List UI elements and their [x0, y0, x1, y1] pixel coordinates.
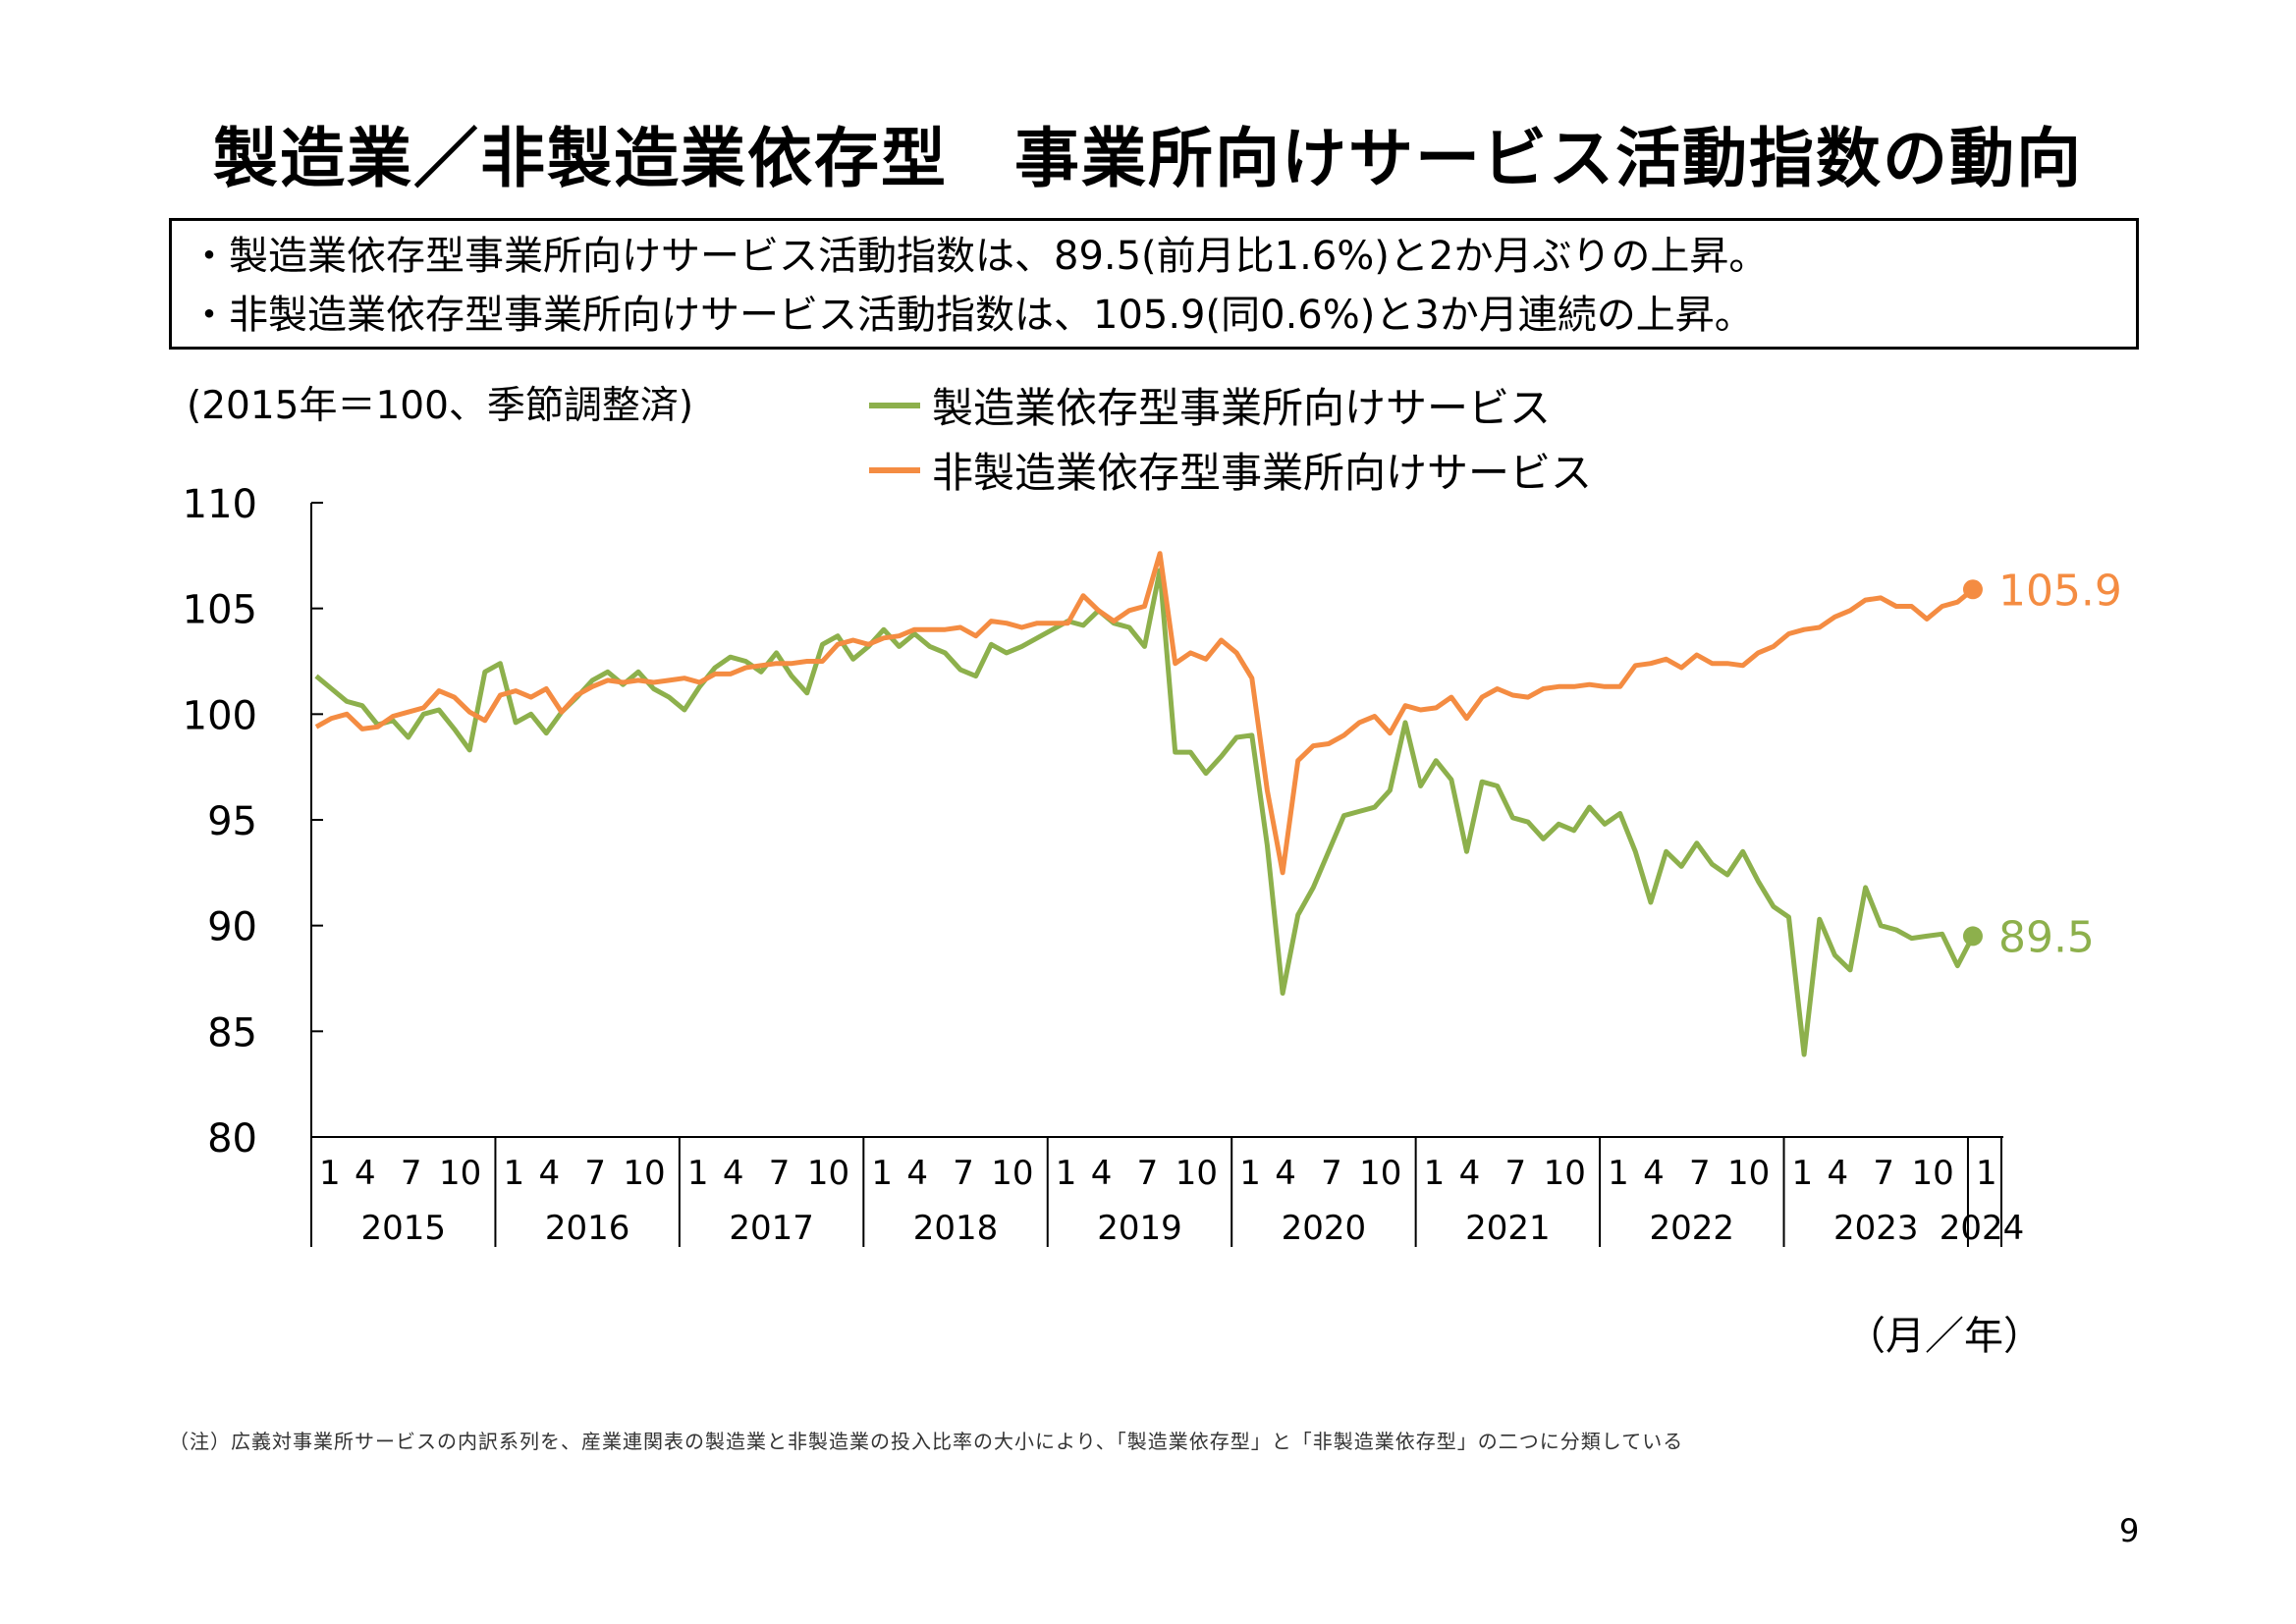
year-label-2017: 2017	[729, 1209, 814, 1248]
month-label-2019-7: 7	[1137, 1154, 1159, 1193]
month-label-2019-1: 1	[1056, 1154, 1077, 1193]
legend-item-non-manufacturing: 非製造業依存型事業所向けサービス	[869, 440, 1592, 500]
month-label-2024-1: 1	[1976, 1154, 1997, 1193]
year-label-2023: 2023	[1833, 1209, 1919, 1248]
legend-label-non-manufacturing: 非製造業依存型事業所向けサービス	[932, 449, 1593, 497]
year-label-2019: 2019	[1097, 1209, 1182, 1248]
series-end-marker-0	[1962, 926, 1983, 947]
series-end-label-1: 105.9	[1998, 566, 2122, 616]
page-number: 9	[2119, 1512, 2140, 1549]
series-end-label-0: 89.5	[1998, 912, 2095, 962]
year-label-2020: 2020	[1282, 1209, 1367, 1248]
month-label-2019-4: 4	[1091, 1154, 1113, 1193]
month-label-2018-10: 10	[991, 1154, 1033, 1193]
month-label-2022-10: 10	[1727, 1154, 1770, 1193]
month-label-2019-10: 10	[1175, 1154, 1218, 1193]
legend-swatch-manufacturing	[869, 402, 920, 408]
month-label-2022-1: 1	[1608, 1154, 1629, 1193]
month-label-2017-4: 4	[723, 1154, 744, 1193]
unit-note: (2015年＝100、季節調整済)	[187, 384, 694, 428]
month-label-2017-10: 10	[807, 1154, 849, 1193]
series-end-marker-1	[1962, 579, 1983, 600]
month-label-2021-1: 1	[1424, 1154, 1446, 1193]
month-label-2015-4: 4	[355, 1154, 376, 1193]
month-label-2021-7: 7	[1505, 1154, 1527, 1193]
month-label-2023-7: 7	[1873, 1154, 1894, 1193]
y-tick-label-105: 105	[183, 588, 257, 633]
month-label-2015-7: 7	[401, 1154, 422, 1193]
month-label-2018-7: 7	[953, 1154, 974, 1193]
series-line-0	[314, 568, 1976, 1057]
month-label-2016-4: 4	[538, 1154, 560, 1193]
y-tick-label-80: 80	[207, 1116, 257, 1162]
month-label-2022-7: 7	[1689, 1154, 1711, 1193]
year-label-2015: 2015	[360, 1209, 446, 1248]
month-label-2020-7: 7	[1321, 1154, 1342, 1193]
month-label-2023-10: 10	[1911, 1154, 1953, 1193]
y-tick-label-85: 85	[207, 1010, 257, 1056]
legend-swatch-non-manufacturing	[869, 466, 920, 473]
y-tick-label-100: 100	[183, 693, 257, 738]
x-axis-unit: （月／年）	[1846, 1314, 2043, 1359]
y-tick-label-95: 95	[207, 799, 257, 844]
month-label-2017-7: 7	[769, 1154, 791, 1193]
month-label-2016-1: 1	[503, 1154, 524, 1193]
month-label-2022-4: 4	[1643, 1154, 1665, 1193]
month-label-2023-1: 1	[1792, 1154, 1814, 1193]
y-tick-label-110: 110	[183, 482, 257, 527]
month-label-2021-10: 10	[1544, 1154, 1586, 1193]
month-label-2016-7: 7	[584, 1154, 606, 1193]
month-label-2015-1: 1	[319, 1154, 341, 1193]
footnote: （注）広義対事業所サービスの内訳系列を、産業連関表の製造業と非製造業の投入比率の…	[169, 1430, 1684, 1453]
month-label-2018-4: 4	[906, 1154, 928, 1193]
year-label-2018: 2018	[913, 1209, 999, 1248]
page-title: 製造業／非製造業依存型 事業所向けサービス活動指数の動向	[213, 121, 2083, 196]
legend-item-manufacturing: 製造業依存型事業所向けサービス	[869, 375, 1551, 435]
summary-line-non-manufacturing: ・非製造業依存型事業所向けサービス活動指数は、105.9(同0.6%)と3か月連…	[190, 293, 1754, 338]
year-label-2024: 2024	[1940, 1209, 2025, 1248]
month-label-2020-10: 10	[1359, 1154, 1401, 1193]
y-tick-label-90: 90	[207, 905, 257, 950]
month-label-2021-4: 4	[1459, 1154, 1481, 1193]
month-label-2020-1: 1	[1239, 1154, 1261, 1193]
summary-box: ・製造業依存型事業所向けサービス活動指数は、89.5(前月比1.6%)と2か月ぶ…	[169, 218, 2139, 350]
month-label-2023-4: 4	[1828, 1154, 1849, 1193]
month-label-2018-1: 1	[871, 1154, 893, 1193]
series-line-1	[314, 551, 1975, 876]
legend-label-manufacturing: 製造業依存型事業所向けサービス	[932, 384, 1552, 432]
summary-line-manufacturing: ・製造業依存型事業所向けサービス活動指数は、89.5(前月比1.6%)と2か月ぶ…	[190, 234, 1769, 279]
month-label-2015-10: 10	[439, 1154, 481, 1193]
month-label-2016-10: 10	[623, 1154, 665, 1193]
month-label-2017-1: 1	[687, 1154, 709, 1193]
month-label-2020-4: 4	[1275, 1154, 1296, 1193]
year-label-2021: 2021	[1465, 1209, 1551, 1248]
year-label-2016: 2016	[545, 1209, 630, 1248]
year-label-2022: 2022	[1650, 1209, 1735, 1248]
